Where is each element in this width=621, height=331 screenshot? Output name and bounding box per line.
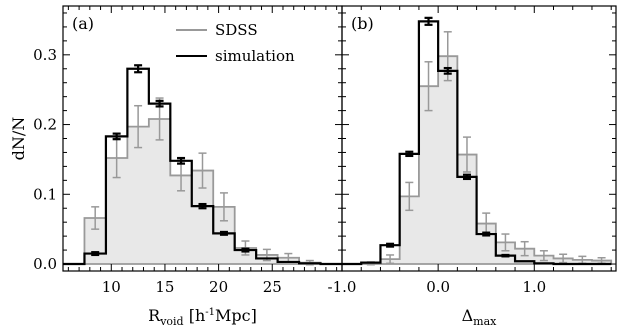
panel-b-simulation-errorbar [386, 242, 395, 248]
panel-a-sdss-errorbar [91, 206, 100, 230]
panel-a-x-tick-label: 25 [263, 278, 282, 296]
y-tick-label: 0.2 [33, 116, 57, 134]
panel-a-sdss-errorbar [198, 152, 207, 189]
panel-b-simulation-errorbar [482, 231, 491, 237]
y-tick-label: 0.0 [33, 255, 57, 273]
y-axis-label: dN/N [9, 117, 28, 161]
panel-b-sdss-errorbar [501, 233, 510, 252]
panel-b-simulation-errorbar [443, 66, 452, 75]
panel-b-simulation-errorbar [501, 253, 510, 258]
y-tick-label: 0.1 [33, 185, 57, 203]
panel-a-label: (a) [72, 14, 94, 33]
panel-a-x-tick-label: 15 [155, 278, 174, 296]
legend: SDSS simulation [176, 21, 295, 65]
panel-a-simulation-errorbar [134, 64, 143, 74]
panel-a-simulation-errorbar [219, 230, 228, 236]
x-axis-label-b-sub: max [473, 315, 497, 328]
x-axis-label-a: Rvoid [h-1Mpc] [148, 306, 257, 328]
panel-b-sdss-errorbar [539, 250, 548, 262]
panel-a-x-tick-label: 10 [102, 278, 121, 296]
panel-b-simulation-histogram [342, 20, 612, 266]
panel-b-sdss-errorbar [520, 240, 529, 257]
y-tick-label: 0.3 [33, 46, 57, 64]
panel-b-x-tick-label: 1.0 [522, 278, 546, 296]
x-axis-label-b: Δmax [462, 306, 498, 328]
legend-label-sdss: SDSS [215, 21, 258, 39]
panel-b-sdss-errorbar [405, 181, 414, 212]
panel-a-sdss-errorbar [134, 104, 143, 149]
panel-a-simulation-errorbar [198, 202, 207, 210]
panel-a-simulation-errorbar [91, 251, 100, 257]
x-axis-label-a-unit-sup: -1 [205, 307, 215, 318]
legend-label-simulation: simulation [215, 47, 295, 65]
panel-b-simulation-errorbar [462, 173, 471, 181]
panel-a-simulation-errorbar [177, 156, 186, 165]
panel-b-simulation-errorbar [405, 150, 414, 158]
panel-b: -1.0 0.0 1.0 (b) Δmax [328, 5, 617, 328]
panel-b-x-tick-label: 0.0 [426, 278, 450, 296]
panel-b-x-tick-label: -1.0 [328, 278, 357, 296]
x-axis-label-a-sub: void [159, 315, 183, 328]
panel-b-label: (b) [351, 14, 374, 33]
x-axis-label-b-main: Δ [462, 306, 474, 325]
panel-a-sdss-errorbar [219, 192, 228, 222]
panel-b-sdss-errorbar [559, 253, 568, 264]
panel-b-sdss-errorbar [424, 61, 433, 112]
panel-b-sdss-errorbar [462, 136, 471, 173]
panel-a: 10 15 20 25 0.0 0.1 0.2 0.3 (a) SDSS simulation… [9, 5, 343, 328]
panel-b-simulation-errorbar [424, 16, 433, 26]
x-axis-label-a-main: R [148, 306, 161, 325]
x-axis-label-a-unit-post: Mpc] [215, 306, 257, 325]
panel-a-x-tick-label: 20 [209, 278, 228, 296]
panel-a-simulation-errorbar [155, 99, 164, 108]
panel-a-simulation-errorbar [112, 132, 121, 141]
x-axis-label-a-unit-pre: [h [184, 306, 206, 325]
panel-a-simulation-errorbar [241, 247, 250, 253]
panel-b-sdss-errorbar [386, 254, 395, 265]
